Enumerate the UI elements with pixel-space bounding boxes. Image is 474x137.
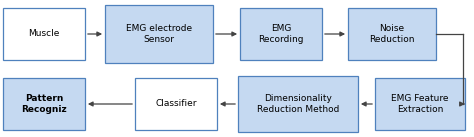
- FancyBboxPatch shape: [375, 78, 465, 130]
- Text: EMG
Recording: EMG Recording: [258, 24, 304, 44]
- Text: Noise
Reduction: Noise Reduction: [369, 24, 415, 44]
- FancyBboxPatch shape: [238, 76, 358, 132]
- FancyBboxPatch shape: [348, 8, 436, 60]
- Text: Muscle: Muscle: [28, 29, 60, 38]
- Text: EMG electrode
Sensor: EMG electrode Sensor: [126, 24, 192, 44]
- Text: EMG Feature
Extraction: EMG Feature Extraction: [391, 94, 449, 114]
- FancyBboxPatch shape: [105, 5, 213, 63]
- Text: Dimensionality
Reduction Method: Dimensionality Reduction Method: [257, 94, 339, 114]
- FancyBboxPatch shape: [3, 78, 85, 130]
- Text: Classifier: Classifier: [155, 99, 197, 109]
- Text: Pattern
Recogniz: Pattern Recogniz: [21, 94, 67, 114]
- FancyBboxPatch shape: [135, 78, 217, 130]
- FancyBboxPatch shape: [240, 8, 322, 60]
- FancyBboxPatch shape: [3, 8, 85, 60]
